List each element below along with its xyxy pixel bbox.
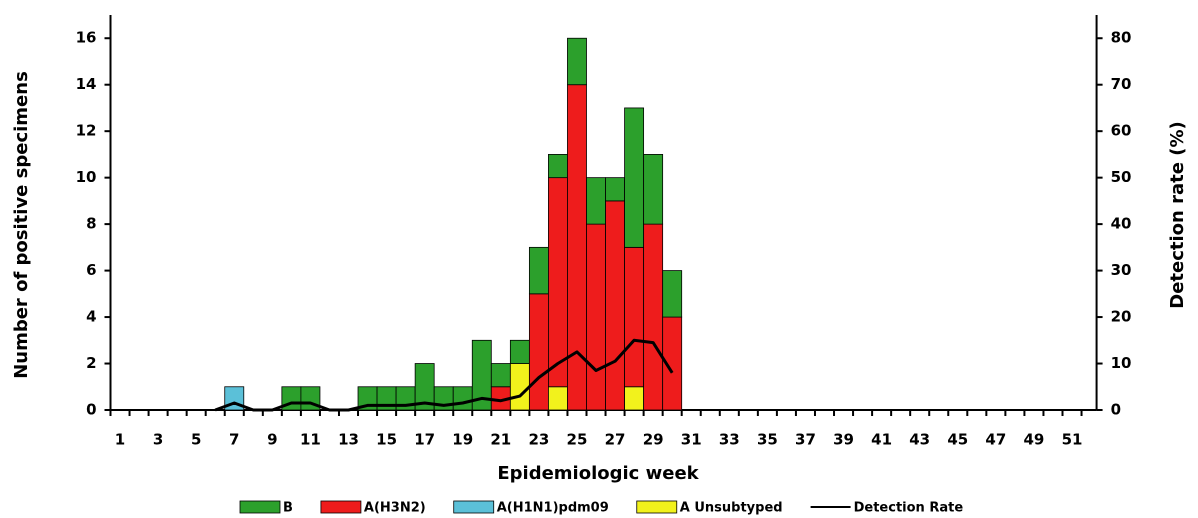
y-tick-label: 10 [76,168,97,186]
bar-segment [567,84,587,411]
y-tick-label: 4 [86,308,96,326]
x-tick-label: 5 [191,431,201,449]
x-tick-label: 11 [300,431,321,449]
x-tick-label: 47 [985,431,1006,449]
y2-tick-label: 40 [1111,215,1132,233]
legend-swatch [636,500,678,514]
legend-swatch [239,500,281,514]
y2-tick-label: 70 [1111,75,1132,93]
x-tick-label: 3 [153,431,163,449]
legend-label: Detection Rate [854,501,964,516]
bar-segment [548,154,568,179]
x-tick-label: 31 [681,431,702,449]
legend-label: A(H1N1)pdm09 [497,501,609,516]
x-tick-label: 41 [871,431,892,449]
y-tick-label: 16 [76,29,97,47]
bar-segment [586,223,606,411]
bar-segment [605,200,625,411]
bar-segment [662,270,683,318]
bar-segment [509,363,530,411]
legend-label: A Unsubtyped [680,501,783,516]
bar-segment [624,246,645,388]
bar-segment [528,293,549,411]
y2-tick-label: 30 [1111,261,1132,279]
x-tick-label: 21 [490,431,511,449]
x-tick-label: 23 [528,431,549,449]
line [214,338,674,412]
x-tick-label: 27 [605,431,626,449]
bar-segment [509,339,530,364]
y2-tick-label: 60 [1111,122,1132,140]
x-tick-label: 39 [833,431,854,449]
y2-tick-label: 0 [1111,401,1121,419]
bar-segment [605,177,625,202]
bar-segment [586,177,606,225]
y-axis-label: Number of positive specimens [11,71,32,379]
legend-swatch [320,500,362,514]
y2-tick-label: 80 [1111,29,1132,47]
bar-segment [643,154,664,225]
bar-segment [624,386,645,411]
x-tick-label: 1 [115,431,125,449]
y-tick-label: 8 [86,215,96,233]
y2-tick-label: 10 [1111,354,1132,372]
x-tick-label: 35 [757,431,778,449]
bar-segment [548,386,568,411]
x-tick-label: 43 [909,431,930,449]
x-tick-label: 19 [452,431,473,449]
bar-segment [548,177,568,388]
x-tick-label: 45 [947,431,968,449]
bar-segment [490,363,511,388]
x-axis-label: Epidemiologic week [497,463,699,484]
bar-segment [643,223,664,411]
x-tick-label: 9 [267,431,277,449]
y2-tick-label: 20 [1111,308,1132,326]
legend-label: A(H3N2) [364,501,426,516]
x-tick-label: 33 [719,431,740,449]
legend-swatch [453,500,495,514]
y-tick-label: 14 [76,75,97,93]
x-tick-label: 29 [643,431,664,449]
bar-segment [624,107,645,248]
bar-segment [567,37,587,86]
y-tick-label: 2 [86,354,96,372]
x-tick-label: 7 [229,431,239,449]
x-tick-label: 25 [567,431,588,449]
bar-segment [452,386,473,411]
x-tick-label: 17 [414,431,435,449]
bar-segment [528,246,549,295]
x-tick-label: 51 [1062,431,1083,449]
y-tick-label: 6 [86,261,96,279]
x-tick-label: 49 [1024,431,1045,449]
y2-axis-label: Detection rate (%) [1167,121,1188,308]
y-tick-label: 12 [76,122,97,140]
x-tick-label: 13 [338,431,359,449]
y-tick-label: 0 [86,401,96,419]
x-tick-label: 15 [376,431,397,449]
x-tick-label: 37 [795,431,816,449]
y2-tick-label: 50 [1111,168,1132,186]
legend-label: B [283,501,293,516]
